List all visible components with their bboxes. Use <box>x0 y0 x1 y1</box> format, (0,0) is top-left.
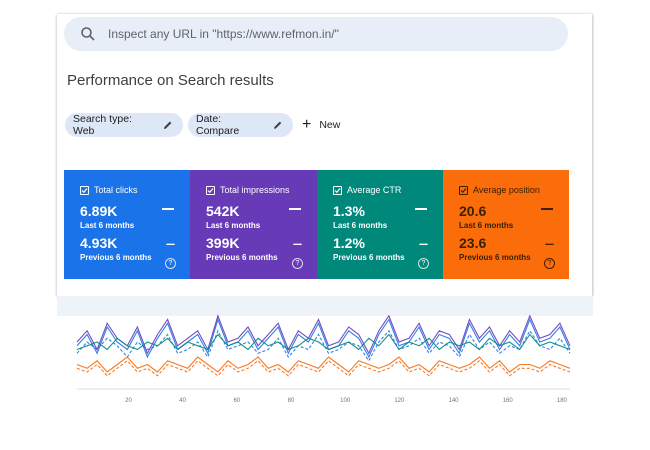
metric-compare-period: Previous 6 months <box>80 253 152 262</box>
inspect-url-search-bar[interactable] <box>64 17 568 51</box>
metric-cards: Total clicks 6.89K Last 6 months 4.93K P… <box>64 170 569 279</box>
solid-line-legend-icon <box>415 208 427 210</box>
performance-chart: 20 40 60 80 100 120 140 160 180 <box>57 296 593 425</box>
metric-card-average-position[interactable]: Average position 20.6 Last 6 months 23.6… <box>443 170 569 279</box>
series-line-2 <box>76 314 571 355</box>
series-line-3 <box>76 333 571 351</box>
dashed-line-legend-icon: --- <box>293 238 302 250</box>
metric-title: Average position <box>473 185 540 195</box>
metric-value: 20.6 <box>459 203 487 219</box>
dashed-line-legend-icon: --- <box>166 238 175 250</box>
edit-icon <box>274 121 282 129</box>
series-line-0 <box>76 317 571 359</box>
metric-title: Average CTR <box>347 185 402 195</box>
x-tick-label: 80 <box>288 398 295 404</box>
date-filter-label: Date: Compare <box>196 113 240 137</box>
search-type-filter-label: Search type: Web <box>73 113 132 137</box>
x-tick-label: 120 <box>394 398 405 404</box>
x-tick-label: 180 <box>557 398 568 404</box>
x-tick-label: 20 <box>125 398 132 404</box>
solid-line-legend-icon <box>162 208 174 210</box>
chart-top-band <box>57 296 593 316</box>
x-tick-label: 100 <box>340 398 351 404</box>
dashed-line-legend-icon: --- <box>419 238 428 250</box>
metric-period: Last 6 months <box>80 221 135 230</box>
series-line-1 <box>76 329 571 362</box>
metric-title: Total clicks <box>94 185 138 195</box>
x-tick-label: 40 <box>179 398 186 404</box>
metric-compare-value: 4.93K <box>80 235 118 251</box>
metric-period: Last 6 months <box>459 221 514 230</box>
metric-value: 1.3% <box>333 203 365 219</box>
help-icon[interactable]: ? <box>418 258 429 269</box>
help-icon[interactable]: ? <box>544 258 555 269</box>
date-compare-filter-chip[interactable]: Date: Compare <box>188 113 293 137</box>
performance-panel: Performance on Search results Search typ… <box>57 14 592 296</box>
series-line-4 <box>76 356 571 373</box>
x-tick-label: 160 <box>503 398 514 404</box>
metric-period: Last 6 months <box>206 221 261 230</box>
new-filter-button[interactable]: + New <box>302 115 340 135</box>
solid-line-legend-icon <box>289 208 301 210</box>
help-icon[interactable]: ? <box>292 258 303 269</box>
metric-compare-period: Previous 6 months <box>206 253 278 262</box>
metric-value: 542K <box>206 203 240 219</box>
dashed-line-legend-icon: --- <box>545 238 554 250</box>
search-type-filter-chip[interactable]: Search type: Web <box>65 113 183 137</box>
checkbox-checked-icon[interactable] <box>80 185 89 195</box>
plus-icon: + <box>302 116 312 133</box>
performance-line-chart: 20 40 60 80 100 120 140 160 180 <box>57 296 593 404</box>
metric-card-total-clicks[interactable]: Total clicks 6.89K Last 6 months 4.93K P… <box>64 170 190 279</box>
metric-compare-value: 1.2% <box>333 235 365 251</box>
metric-compare-period: Previous 6 months <box>333 253 405 262</box>
solid-line-legend-icon <box>541 208 553 210</box>
x-tick-label: 140 <box>449 398 460 404</box>
checkbox-checked-icon[interactable] <box>459 185 468 195</box>
metric-value: 6.89K <box>80 203 118 219</box>
metric-compare-value: 23.6 <box>459 235 487 251</box>
search-icon <box>81 27 95 41</box>
metric-title: Total impressions <box>220 185 290 195</box>
metric-period: Last 6 months <box>333 221 388 230</box>
metric-card-average-ctr[interactable]: Average CTR 1.3% Last 6 months 1.2% Prev… <box>317 170 443 279</box>
series-line-5 <box>76 360 571 377</box>
metric-card-total-impressions[interactable]: Total impressions 542K Last 6 months 399… <box>190 170 317 279</box>
help-icon[interactable]: ? <box>165 258 176 269</box>
new-button-label: New <box>319 119 341 131</box>
page-title: Performance on Search results <box>67 72 274 89</box>
edit-icon <box>164 121 172 129</box>
metric-compare-value: 399K <box>206 235 240 251</box>
metric-compare-period: Previous 6 months <box>459 253 531 262</box>
x-tick-label: 60 <box>233 398 240 404</box>
checkbox-checked-icon[interactable] <box>206 185 215 195</box>
inspect-url-input[interactable] <box>106 26 550 42</box>
checkbox-checked-icon[interactable] <box>333 185 342 195</box>
